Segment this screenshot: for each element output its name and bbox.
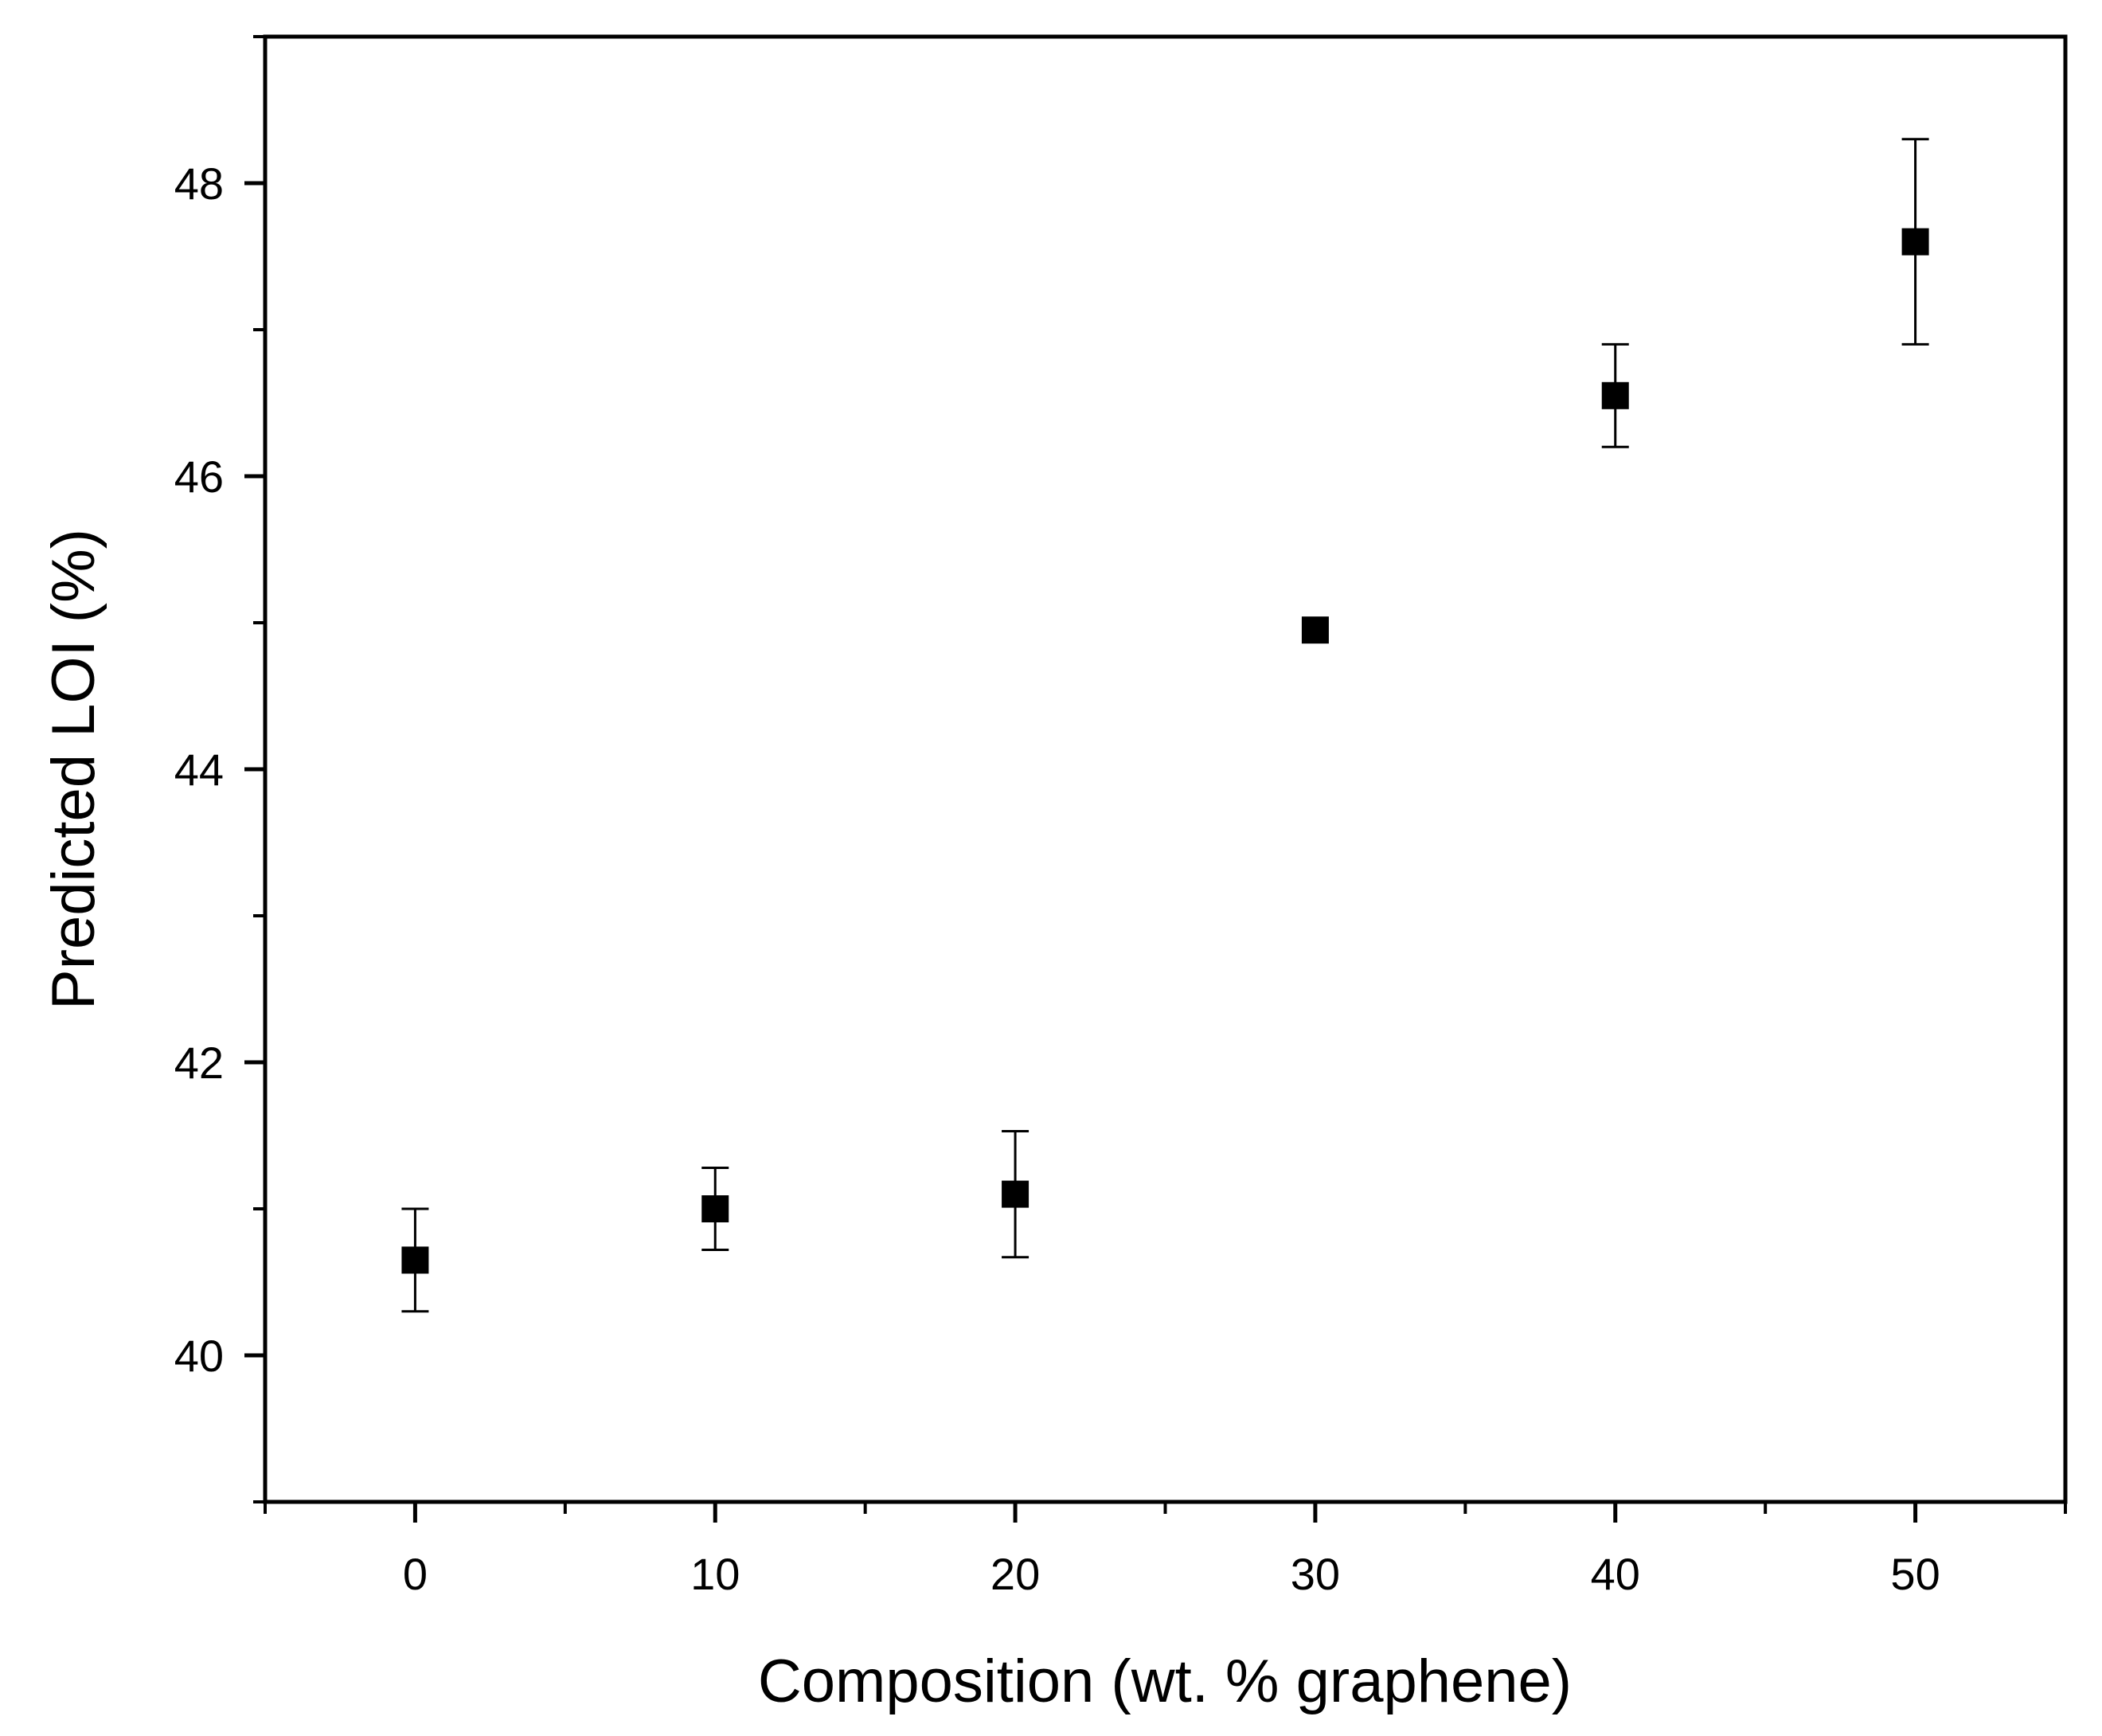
y-tick-label: 46	[174, 452, 224, 502]
x-tick-label: 0	[403, 1549, 428, 1599]
y-tick-label: 40	[174, 1331, 224, 1381]
x-tick-label: 50	[1890, 1549, 1940, 1599]
data-point	[1601, 381, 1629, 409]
x-tick-label: 10	[690, 1549, 740, 1599]
x-tick-label: 30	[1291, 1549, 1340, 1599]
data-point	[401, 1246, 429, 1274]
x-tick-label: 40	[1591, 1549, 1640, 1599]
y-tick-label: 42	[174, 1038, 224, 1088]
x-tick-label: 20	[990, 1549, 1040, 1599]
x-axis-title: Composition (wt. % graphene)	[758, 1648, 1572, 1715]
y-axis-title: Predicted LOI (%)	[40, 529, 107, 1010]
data-point	[1901, 228, 1929, 256]
y-axis-ticks: 40 42 44 46 48	[174, 35, 265, 1503]
data-series	[401, 138, 1929, 1313]
data-point	[1002, 1180, 1030, 1208]
data-point	[1301, 616, 1329, 644]
data-point	[701, 1195, 729, 1222]
y-tick-label: 44	[174, 745, 224, 795]
plot-frame	[263, 34, 2068, 1504]
x-axis-ticks: 0 10 20 30 40 50	[264, 1502, 2067, 1599]
y-tick-label: 48	[174, 158, 224, 209]
